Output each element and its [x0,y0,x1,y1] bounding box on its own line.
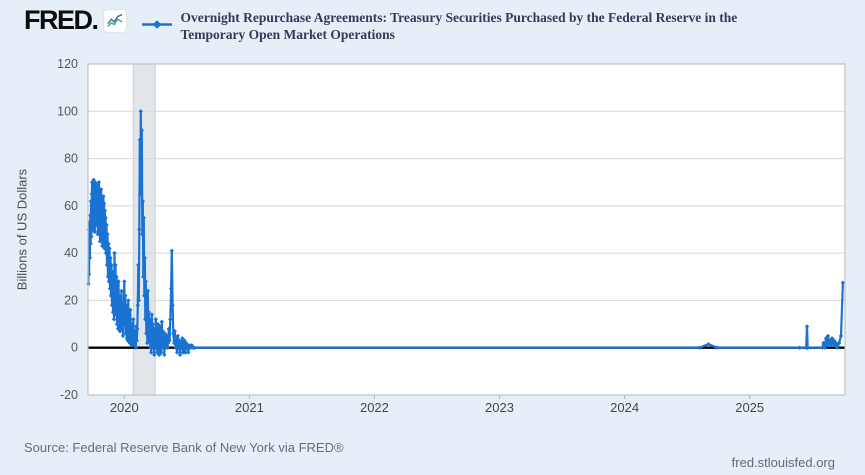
chart-title-line2: Temporary Open Market Operations [180,27,395,42]
series-line [87,110,844,356]
chart-title-line1: Overnight Repurchase Agreements: Treasur… [180,10,738,25]
fred-site-link[interactable]: fred.stlouisfed.org [731,455,835,470]
series-markers [86,109,846,357]
x-tick-label: 2023 [485,400,514,415]
plot-area [88,64,845,395]
x-tick-label: 2021 [235,400,264,415]
y-axis-label: Billions of US Dollars [14,168,30,291]
chart-title: Overnight Repurchase Agreements: Treasur… [181,9,738,43]
plot-border [87,63,846,396]
x-tick-label: 2025 [735,400,764,415]
x-tick-label: 2022 [360,400,389,415]
source-attribution[interactable]: Source: Federal Reserve Bank of New York… [24,440,344,455]
y-tick-label: 20 [64,293,78,307]
y-tick-label: 0 [71,341,78,355]
x-tick-label: 2024 [610,400,639,415]
y-tick-label: 40 [64,246,78,260]
chart-header: FRED. Overnight Repurchase Agreements: T… [24,6,855,43]
y-tick-label: 120 [57,57,78,71]
fred-logo[interactable]: FRED. [24,5,99,35]
y-tick-label: 80 [64,152,78,166]
y-tick-label: -20 [60,388,78,402]
legend-line-marker [141,17,173,35]
line-chart-icon [102,9,127,33]
y-tick-label: 100 [57,104,78,118]
x-tick-label: 2020 [110,400,139,415]
y-tick-label: 60 [64,199,78,213]
